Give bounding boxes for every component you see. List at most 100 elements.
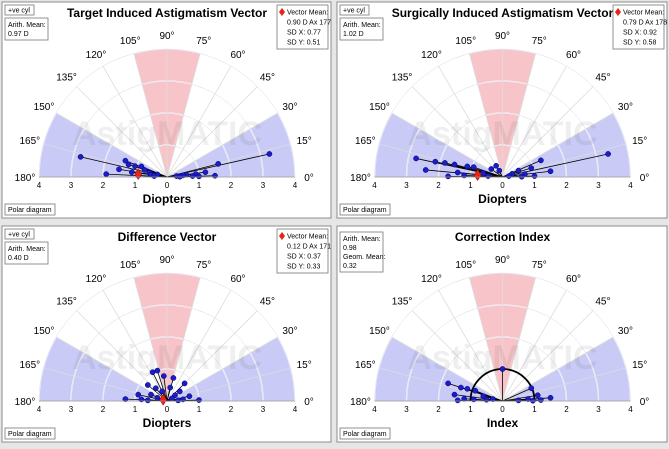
data-point: [153, 386, 158, 391]
data-point: [486, 173, 491, 178]
watermark: AstigMATIC: [407, 115, 597, 153]
polar-diagram-button-label[interactable]: Polar diagram: [8, 207, 52, 214]
angle-label: 15°: [632, 360, 647, 371]
angle-label: 165°: [19, 360, 40, 371]
angle-label: 165°: [19, 136, 40, 147]
angle-label: 15°: [632, 136, 647, 147]
data-point: [196, 174, 201, 179]
polar-diagram-button[interactable]: Polar diagram: [5, 204, 55, 215]
vector-legend-line: Vector Mean:: [623, 10, 664, 17]
angle-label: 135°: [56, 297, 77, 308]
polar-diagram-button[interactable]: Polar diagram: [5, 428, 55, 439]
radial-tick-label: 3: [69, 181, 74, 190]
data-point: [532, 173, 537, 178]
radial-tick-label: 4: [372, 181, 377, 190]
data-point: [548, 169, 553, 174]
data-point: [548, 395, 553, 400]
angle-label: 105°: [455, 260, 476, 271]
cyl-sign-label: +ve cyl: [8, 232, 30, 239]
radial-tick-label: 4: [628, 181, 633, 190]
angle-label: 60°: [566, 274, 581, 285]
angle-label: 75°: [196, 260, 211, 271]
data-point: [171, 375, 176, 380]
angle-label: 30°: [618, 102, 633, 113]
radial-tick-label: 1: [197, 405, 202, 414]
data-point: [104, 172, 109, 177]
vector-legend-line: SD X: 0.37: [287, 254, 321, 261]
mean-stats-line: Arith. Mean:: [8, 22, 46, 29]
mean-stats-line: 0.97 D: [8, 31, 29, 38]
polar-diagram-button[interactable]: Polar diagram: [340, 204, 390, 215]
x-axis-label: Diopters: [478, 192, 527, 206]
radial-tick-label: 2: [564, 181, 569, 190]
x-axis-label: Diopters: [143, 192, 192, 206]
data-point: [529, 165, 534, 170]
polar-diagram-button[interactable]: Polar diagram: [340, 428, 390, 439]
watermark: AstigMATIC: [72, 115, 262, 153]
radial-tick-label: 3: [261, 181, 266, 190]
data-point: [142, 167, 147, 172]
data-point: [455, 398, 460, 403]
data-point: [161, 373, 166, 378]
data-point: [203, 170, 208, 175]
data-point: [516, 398, 521, 403]
radial-tick-label: 0: [165, 181, 170, 190]
angle-label: 150°: [369, 326, 390, 337]
radial-tick-label: 1: [133, 405, 138, 414]
angle-label: 180°: [15, 173, 36, 184]
radial-tick-label: 1: [532, 405, 537, 414]
angle-label: 90°: [159, 31, 174, 42]
mean-stats-line: Arith. Mean:: [8, 246, 46, 253]
data-point: [506, 173, 511, 178]
mean-stats-line: 1.02 D: [343, 31, 364, 38]
vector-legend-line: Vector Mean:: [287, 234, 328, 241]
data-point: [145, 398, 150, 403]
data-point: [484, 397, 489, 402]
angle-label: 45°: [595, 297, 610, 308]
data-point: [433, 159, 438, 164]
angle-label: 165°: [355, 360, 376, 371]
data-point: [516, 168, 521, 173]
data-point: [155, 368, 160, 373]
polar-diagram-button-label[interactable]: Polar diagram: [343, 207, 387, 214]
vector-legend-line: SD Y: 0.51: [287, 40, 320, 47]
radial-tick-label: 4: [293, 405, 298, 414]
angle-label: 90°: [495, 31, 510, 42]
data-point: [535, 393, 540, 398]
chart-title: Difference Vector: [118, 230, 217, 244]
vector-legend-line: SD X: 0.92: [623, 30, 657, 37]
data-point: [500, 366, 505, 371]
data-point: [442, 160, 447, 165]
radial-tick-label: 3: [69, 405, 74, 414]
data-point: [481, 171, 486, 176]
angle-label: 15°: [297, 360, 312, 371]
angle-label: 120°: [86, 50, 107, 61]
data-point: [267, 151, 272, 156]
angle-label: 150°: [34, 326, 55, 337]
polar-diagram-button-label[interactable]: Polar diagram: [343, 431, 387, 438]
radial-tick-label: 1: [197, 181, 202, 190]
radial-tick-label: 0: [165, 405, 170, 414]
radial-tick-label: 2: [101, 181, 106, 190]
data-point: [169, 396, 174, 401]
chart-title: Surgically Induced Astigmatism Vector: [392, 6, 614, 20]
mean-stats-line: Arith. Mean:: [343, 22, 381, 29]
data-point: [465, 386, 470, 391]
polar-diagram-button-label[interactable]: Polar diagram: [8, 431, 52, 438]
angle-label: 45°: [260, 73, 275, 84]
radial-tick-label: 0: [500, 181, 505, 190]
data-point: [473, 388, 478, 393]
watermark: AstigMATIC: [72, 339, 262, 377]
angle-label: 75°: [532, 260, 547, 271]
data-point: [458, 385, 463, 390]
vector-legend-line: 0.12 D Ax 171: [287, 244, 331, 251]
data-point: [136, 392, 141, 397]
data-point: [489, 166, 494, 171]
data-point: [462, 396, 467, 401]
vector-legend-line: SD Y: 0.33: [287, 264, 320, 271]
mean-stats-line: Arith. Mean:: [343, 236, 381, 243]
data-point: [446, 381, 451, 386]
data-point: [465, 164, 470, 169]
